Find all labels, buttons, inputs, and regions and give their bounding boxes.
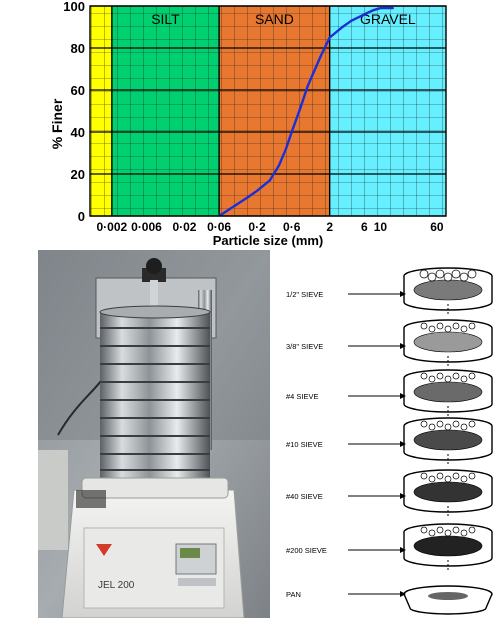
curve-point [269, 179, 271, 182]
x-axis-label: Particle size (mm) [213, 233, 324, 248]
sieve-label: #200 SIEVE [286, 546, 327, 555]
sieve-stack-diagram: 1/2" SIEVE 3/8" SIEVE #4 SIEVE #10 SIEVE #40… [278, 250, 497, 620]
x-tick-label: 0·6 [283, 220, 301, 234]
panel-label: JEL 200 [98, 580, 135, 591]
grid-pattern [90, 6, 446, 216]
sieve-label: #40 SIEVE [286, 492, 323, 501]
sieve-shaker-image: JEL 200 [38, 250, 270, 618]
y-tick-labels: 0 20 40 60 80 100 [63, 0, 85, 224]
sieve-tier-1: 3/8" SIEVE [286, 319, 493, 366]
sieve-label: #4 SIEVE [286, 392, 319, 401]
x-tick-label: 0·02 [172, 220, 196, 234]
zone-label-gravel: GRAVEL [360, 11, 416, 27]
y-tick-label: 40 [71, 125, 85, 140]
curve-point [350, 19, 353, 22]
sieve-tier-0: 1/2" SIEVE [286, 267, 493, 314]
curve-point [392, 7, 395, 9]
sieve-tier-3: #10 SIEVE [286, 417, 493, 464]
plot-frame [89, 5, 447, 217]
y-tick-label: 100 [63, 0, 85, 14]
y-tick-label: 0 [78, 209, 85, 224]
x-tick-labels: 0·002 0·006 0·02 0·06 0·2 0·6 2 6 10 60 [97, 220, 444, 234]
sieve-label: 3/8" SIEVE [286, 342, 323, 351]
x-tick-label: 0·06 [207, 220, 231, 234]
sieve-diagram-svg: 1/2" SIEVE 3/8" SIEVE #4 SIEVE #10 SIEVE #40… [286, 267, 493, 615]
curve-point [247, 196, 249, 198]
sieve-tier-4: #40 SIEVE [286, 469, 493, 516]
sieve-shaker-photo: JEL 200 [38, 250, 270, 618]
sieve-tier-6: PAN [286, 585, 493, 615]
sieve-label: #10 SIEVE [286, 440, 323, 449]
x-tick-label: 0·2 [248, 220, 266, 234]
y-tick-label: 60 [71, 83, 85, 98]
curve-point [328, 36, 331, 39]
grading-curve-line [218, 6, 394, 216]
curve-point [372, 9, 375, 11]
y-tick-label: 20 [71, 167, 85, 182]
curve-point [278, 164, 280, 167]
x-tick-label: 0·002 [97, 220, 128, 234]
curve-point [379, 7, 382, 9]
curve-point [299, 106, 302, 108]
curve-point [290, 131, 293, 133]
curve-point [256, 190, 258, 192]
sieve-tier-2: #4 SIEVE [286, 369, 493, 416]
x-tick-label: 6 [361, 220, 368, 234]
x-tick-label: 10 [374, 220, 388, 234]
curve-point [319, 55, 322, 58]
curve-point [341, 26, 344, 28]
sieve-stack [99, 305, 211, 482]
grid [90, 5, 446, 217]
x-tick-label: 60 [430, 220, 444, 234]
zone-label-silt: SILT [151, 11, 180, 27]
sieve-label: PAN [286, 590, 301, 599]
sieve-tier-5: #200 SIEVE [286, 523, 493, 570]
grading-curve-layer [218, 6, 395, 216]
x-tick-label: 2 [326, 220, 333, 234]
zone-labels: SILT SAND GRAVEL [151, 11, 416, 27]
zone-label-sand: SAND [255, 11, 294, 27]
x-tick-label: 0·006 [131, 220, 162, 234]
curve-point [285, 148, 287, 150]
curve-point [363, 13, 366, 16]
y-axis-label: % Finer [49, 98, 65, 149]
curve-point [307, 85, 309, 87]
y-tick-label: 80 [71, 41, 85, 56]
sieve-label: 1/2" SIEVE [286, 290, 323, 299]
curve-point [234, 204, 237, 207]
